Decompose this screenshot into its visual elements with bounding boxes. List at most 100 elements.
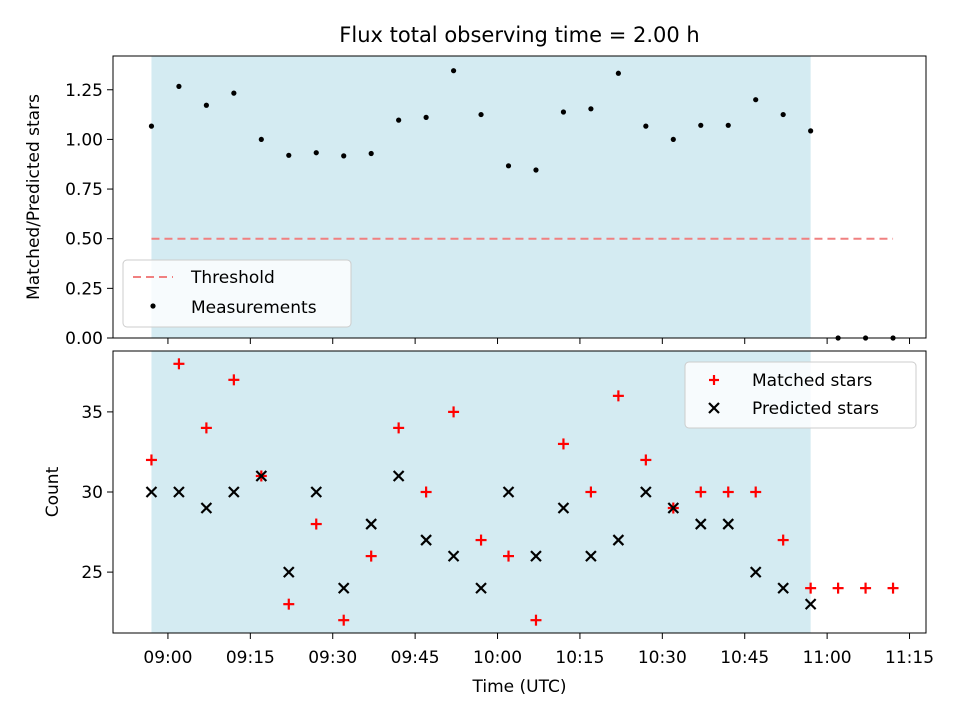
legend-matched-swatch <box>709 375 719 385</box>
measurement-point <box>396 117 402 123</box>
count-points <box>145 358 899 626</box>
matched-star-point <box>530 614 542 626</box>
x-tick-label: 09:15 <box>226 648 275 668</box>
matched-star-point <box>448 406 460 418</box>
measurement-point <box>560 109 567 115</box>
x-tick-label: 09:45 <box>391 648 440 668</box>
predicted-star-point <box>667 502 680 514</box>
measurement-point <box>533 167 539 173</box>
predicted-star-point <box>585 550 597 562</box>
predicted-star-point <box>310 486 323 498</box>
matched-star-point <box>310 518 322 530</box>
predicted-star-point <box>557 502 570 514</box>
top-x-axis-ticks <box>167 338 911 344</box>
predicted-star-point <box>612 534 625 546</box>
measurement-point <box>203 102 209 108</box>
y-tick-label: 35 <box>81 403 103 423</box>
legend-matched-label: Matched stars <box>752 371 872 391</box>
matched-star-point <box>173 358 185 370</box>
matched-star-point <box>722 486 734 498</box>
top-legend: Threshold Measurements <box>122 259 352 328</box>
measurement-point <box>780 111 786 118</box>
predicted-star-point <box>392 470 405 482</box>
y-tick-label: 1.25 <box>65 81 103 101</box>
matched-star-point <box>695 486 707 498</box>
matched-star-point <box>777 534 789 546</box>
top-panel: 0.00 0.25 0.50 0.75 1.00 1.25 Flux total obse… <box>24 23 927 349</box>
predicted-star-point <box>722 518 735 530</box>
predicted-star-point <box>173 486 185 498</box>
matched-star-point <box>612 390 624 402</box>
matched-star-point <box>805 582 817 594</box>
matched-star-point <box>557 438 569 450</box>
predicted-star-point <box>694 518 707 530</box>
predicted-star-point <box>749 566 762 578</box>
matched-star-point <box>200 422 212 434</box>
x-axis-label: Time (UTC) <box>472 677 567 697</box>
x-tick-label: 09:00 <box>143 648 192 668</box>
measurement-points <box>148 68 896 341</box>
x-tick-label: 10:45 <box>720 648 769 668</box>
measurement-point <box>341 153 347 159</box>
measurement-point <box>670 136 676 143</box>
predicted-star-point <box>200 502 213 514</box>
y-tick-label: 0.25 <box>65 279 103 299</box>
matched-star-point <box>145 454 157 466</box>
x-tick-label: 10:30 <box>638 648 687 668</box>
x-tick-label: 11:00 <box>803 648 852 668</box>
bottom-y-axis-ticks: 25 30 35 <box>81 403 113 583</box>
y-tick-label: 25 <box>81 563 103 583</box>
bottom-legend: Matched stars Predicted stars <box>684 361 917 429</box>
matched-star-point <box>503 550 515 562</box>
matched-star-point <box>365 550 377 562</box>
measurement-point <box>725 122 731 128</box>
measurement-point <box>368 150 374 157</box>
top-y-axis-label: Matched/Predicted stars <box>24 94 44 300</box>
measurement-point <box>643 123 649 129</box>
matched-star-point <box>832 582 844 594</box>
measurement-point <box>753 97 759 103</box>
predicted-star-point <box>365 518 377 530</box>
measurement-point <box>313 150 319 156</box>
measurement-point <box>588 106 594 112</box>
bottom-axes-frame <box>112 350 927 634</box>
measurement-point <box>505 163 512 169</box>
measurement-point <box>148 123 155 129</box>
bottom-legend-box <box>684 361 917 429</box>
predicted-star-point <box>530 550 542 562</box>
measurement-point <box>258 136 264 143</box>
predicted-star-point <box>475 582 487 594</box>
matched-star-point <box>475 534 487 546</box>
x-tick-label: 11:15 <box>885 648 934 668</box>
matched-star-point <box>283 598 295 610</box>
matched-star-point <box>585 486 597 498</box>
matched-star-point <box>228 374 240 386</box>
matched-star-point <box>393 422 405 434</box>
measurement-point <box>615 70 621 76</box>
top-chart-title: Flux total observing time = 2.00 h <box>339 23 699 47</box>
measurement-point <box>808 128 814 134</box>
legend-measurements-label: Measurements <box>191 298 317 318</box>
y-tick-label: 1.00 <box>65 130 103 150</box>
top-y-axis-ticks: 0.00 0.25 0.50 0.75 1.00 1.25 <box>65 81 113 349</box>
top-axes-frame <box>112 55 927 339</box>
legend-threshold-label: Threshold <box>190 268 275 288</box>
measurement-point <box>231 90 237 96</box>
legend-predicted-swatch <box>708 402 720 414</box>
bottom-y-axis-label: Count <box>43 466 63 517</box>
measurement-point <box>698 122 704 128</box>
matched-star-point <box>338 614 350 626</box>
bottom-panel: 25 30 35 09:00 09:15 09:30 09:45 10:00 10:15 10:… <box>43 350 934 697</box>
measurement-point <box>450 68 457 74</box>
predicted-star-point <box>283 566 295 578</box>
y-tick-label: 0.50 <box>65 230 103 250</box>
y-tick-label: 0.75 <box>65 180 103 200</box>
predicted-star-point <box>502 486 515 498</box>
y-tick-label: 0.00 <box>65 329 103 349</box>
matched-star-point <box>860 582 872 594</box>
legend-predicted-label: Predicted stars <box>752 399 879 419</box>
bottom-x-axis-ticks: 09:00 09:15 09:30 09:45 10:00 10:15 10:30 10:45… <box>143 633 934 668</box>
predicted-star-point <box>447 550 460 562</box>
measurement-point <box>176 83 182 89</box>
